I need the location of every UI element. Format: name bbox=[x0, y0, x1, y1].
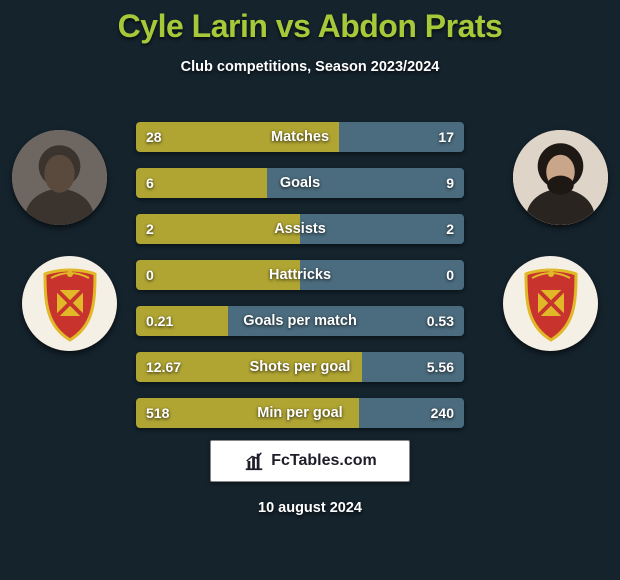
stat-row: 12.675.56Shots per goal bbox=[136, 352, 464, 382]
stat-row: 518240Min per goal bbox=[136, 398, 464, 428]
person-icon bbox=[513, 130, 608, 225]
stat-label: Shots per goal bbox=[136, 352, 464, 382]
stat-label: Goals bbox=[136, 168, 464, 198]
stats-container: 2817Matches 69Goals 22Assists 00Hattricks 0.… bbox=[136, 122, 464, 444]
player-right-avatar bbox=[513, 130, 608, 225]
club-crest-icon bbox=[35, 264, 105, 344]
person-icon bbox=[12, 130, 107, 225]
bar-chart-icon bbox=[243, 450, 265, 472]
stat-label: Goals per match bbox=[136, 306, 464, 336]
stat-label: Min per goal bbox=[136, 398, 464, 428]
stat-row: 22Assists bbox=[136, 214, 464, 244]
page-title: Cyle Larin vs Abdon Prats bbox=[0, 0, 620, 45]
stat-label: Hattricks bbox=[136, 260, 464, 290]
logo-text: FcTables.com bbox=[271, 452, 377, 470]
fctables-logo: FcTables.com bbox=[210, 440, 410, 482]
date-text: 10 august 2024 bbox=[0, 500, 620, 516]
stat-row: 0.210.53Goals per match bbox=[136, 306, 464, 336]
subtitle: Club competitions, Season 2023/2024 bbox=[0, 59, 620, 75]
club-left-crest bbox=[22, 256, 117, 351]
club-right-crest bbox=[503, 256, 598, 351]
stat-label: Matches bbox=[136, 122, 464, 152]
club-crest-icon bbox=[516, 264, 586, 344]
stat-row: 2817Matches bbox=[136, 122, 464, 152]
player-left-avatar bbox=[12, 130, 107, 225]
stat-row: 69Goals bbox=[136, 168, 464, 198]
stat-row: 00Hattricks bbox=[136, 260, 464, 290]
stat-label: Assists bbox=[136, 214, 464, 244]
